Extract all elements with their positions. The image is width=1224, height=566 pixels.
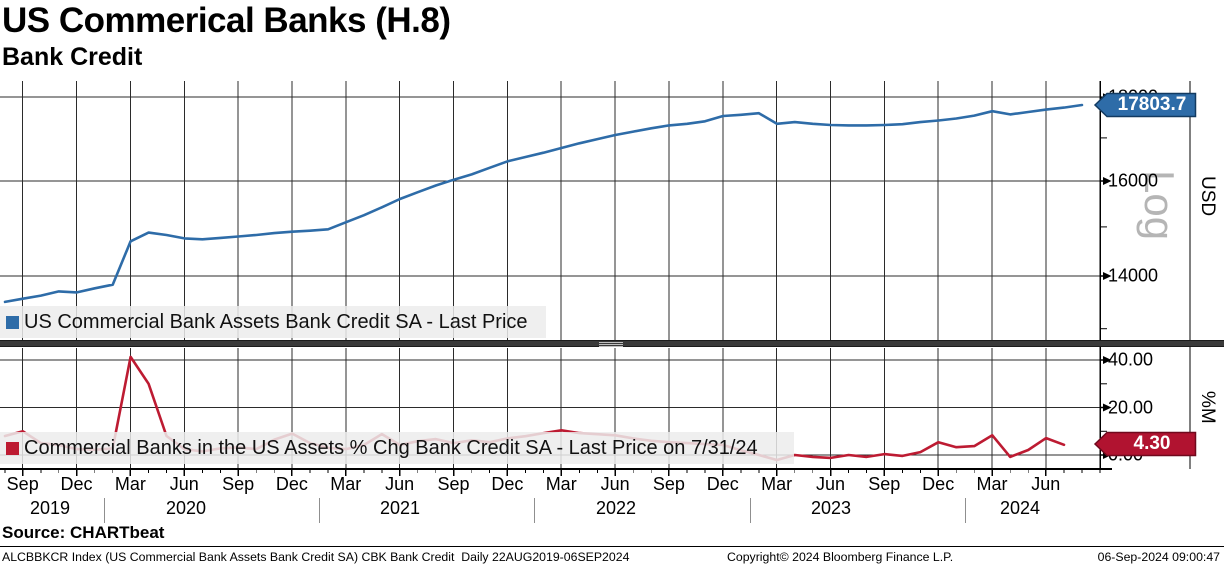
x-axis-month-label: Mar (545, 474, 577, 494)
x-axis-month-label: Sep (437, 474, 470, 494)
x-axis-month-label: Mar (114, 474, 146, 494)
x-axis-month-label: Dec (706, 474, 739, 494)
legend-top-series[interactable]: US Commercial Bank Assets Bank Credit SA… (0, 306, 546, 338)
x-axis-month-label: Jun (815, 474, 846, 494)
x-axis-month-label: Jun (385, 474, 415, 494)
y-axis-tick-label: 40.00 (1108, 349, 1154, 370)
ticker-description: ALCBBKCR Index (US Commercial Bank Asset… (2, 550, 630, 564)
last-price-flag-blue: 17803.7 (1093, 92, 1197, 118)
year-separator (965, 498, 967, 523)
legend-swatch-red-icon (6, 441, 19, 455)
flag-shape-blue (1093, 92, 1197, 118)
x-axis-year-label: 2021 (379, 498, 421, 518)
x-axis-month-label: Dec (922, 474, 955, 494)
x-axis-year-label: 2023 (810, 498, 852, 518)
flag-shape-red (1093, 431, 1197, 457)
x-axis-year-label: 2019 (29, 498, 71, 518)
timestamp: 06-Sep-2024 09:00:47 (1097, 550, 1220, 564)
year-separator (749, 498, 751, 523)
x-axis-month-label: Dec (275, 474, 308, 494)
x-axis-month-label: Sep (222, 474, 255, 494)
splitter-grip-icon[interactable] (599, 341, 623, 348)
x-axis-year-label: 2024 (999, 498, 1041, 518)
x-axis-month-label: Sep (652, 474, 685, 494)
legend-top-label: US Commercial Bank Assets Bank Credit SA… (24, 310, 528, 333)
y-axis-tick-label: 16000 (1108, 170, 1159, 191)
panel-splitter[interactable] (0, 340, 1224, 347)
x-axis-month-label: Jun (169, 474, 199, 494)
page-title: US Commerical Banks (H.8) (2, 1, 451, 40)
log-scale-watermark: Log (1136, 170, 1183, 241)
x-axis-year-label: 2020 (165, 498, 207, 518)
year-separator (103, 498, 105, 523)
last-price-value-blue: 17803.7 (1117, 94, 1187, 115)
legend-bottom-label: Commercial Banks in the US Assets % Chg … (24, 436, 758, 459)
y-axis-unit-bottom: %M (1197, 391, 1218, 424)
legend-bottom-series[interactable]: Commercial Banks in the US Assets % Chg … (0, 432, 794, 464)
legend-swatch-blue-icon (6, 315, 19, 329)
y-axis-tick-label: 20.00 (1108, 397, 1154, 417)
y-axis-tick-label: 14000 (1108, 265, 1159, 286)
x-axis-month-label: Jun (600, 474, 630, 494)
year-separator (534, 498, 536, 523)
x-axis-month-label: Mar (976, 474, 1008, 494)
y-axis-unit-top: USD (1197, 176, 1218, 217)
copyright-text: Copyright© 2024 Bloomberg Finance L.P. (727, 550, 954, 564)
x-axis-month-label: Mar (761, 474, 793, 494)
series-blue-bank-credit (3, 103, 1084, 304)
x-axis-month-label: Sep (868, 474, 901, 494)
last-price-flag-red: 4.30 (1093, 431, 1197, 457)
footer-divider (0, 546, 1224, 547)
page-subtitle: Bank Credit (2, 43, 143, 71)
source-label: Source: CHARTbeat (2, 523, 165, 542)
last-price-value-red: 4.30 (1133, 433, 1171, 454)
year-separator (318, 498, 320, 523)
x-axis-month-label: Dec (491, 474, 524, 494)
x-axis-month-label: Dec (60, 474, 93, 494)
x-axis-year-label: 2022 (595, 498, 637, 518)
x-axis-month-label: Sep (6, 474, 39, 494)
x-axis-month-label: Mar (330, 474, 362, 494)
x-axis-month-label: Jun (1031, 474, 1061, 494)
